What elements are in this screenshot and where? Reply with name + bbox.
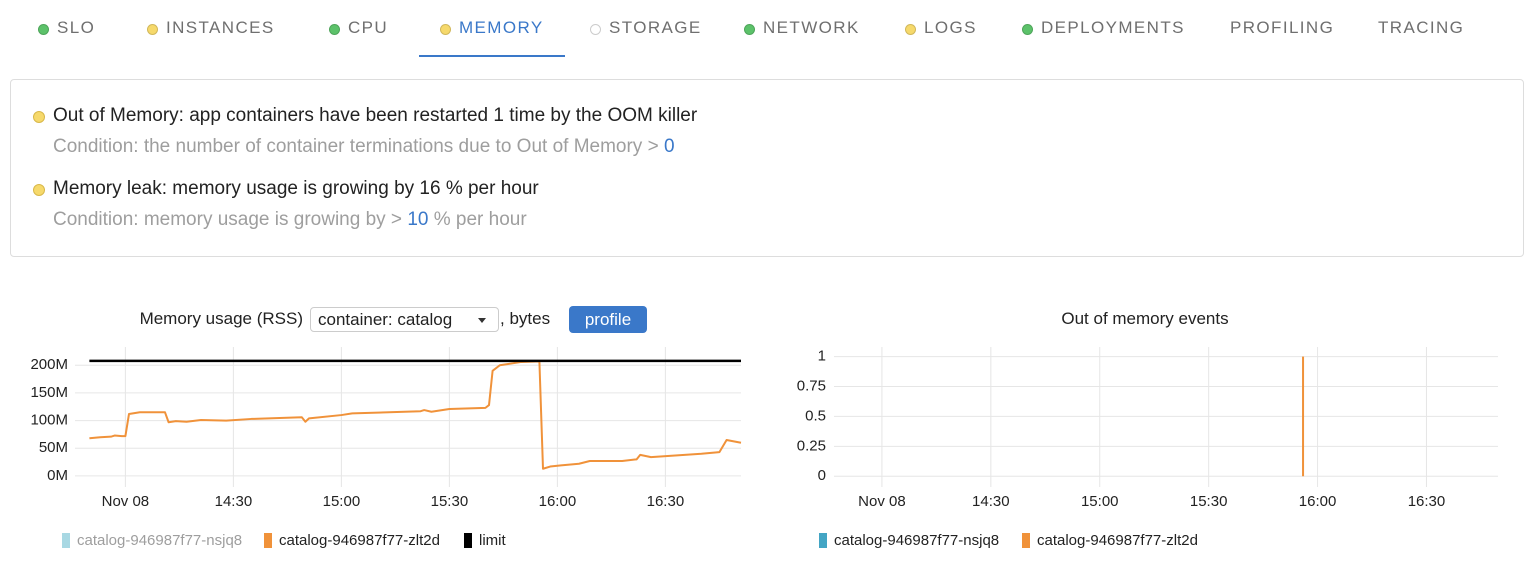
unit-label: , bytes — [500, 309, 551, 328]
status-dot — [33, 111, 45, 123]
y-tick-label: 0M — [47, 467, 68, 484]
tab[interactable]: MEMORY — [419, 18, 565, 57]
legend-swatch — [1022, 533, 1030, 548]
y-tick-label: 200M — [30, 356, 68, 373]
x-tick-label: 15:30 — [1190, 493, 1228, 510]
tab[interactable]: SLO — [38, 18, 95, 57]
legend-label: catalog-946987f77-zlt2d — [279, 532, 440, 549]
legend-swatch — [464, 533, 472, 548]
tab-label: MEMORY — [459, 18, 544, 37]
tab[interactable]: DEPLOYMENTS — [1022, 18, 1185, 57]
legend-swatch — [264, 533, 272, 548]
x-tick-label: 16:30 — [1408, 493, 1446, 510]
tab-label: STORAGE — [609, 18, 702, 37]
y-tick-label: 0.75 — [797, 377, 826, 394]
y-tick-label: 50M — [39, 439, 68, 456]
legend-label: catalog-946987f77-nsjq8 — [77, 532, 242, 549]
tab-label: CPU — [348, 18, 389, 37]
status-dot — [147, 24, 158, 35]
status-dot — [38, 24, 49, 35]
alert-title: Out of Memory: app containers have been … — [53, 105, 697, 127]
tab-label: LOGS — [924, 18, 977, 37]
tab-label: DEPLOYMENTS — [1041, 18, 1185, 37]
tab[interactable]: CPU — [329, 18, 388, 57]
x-tick-label: 15:30 — [431, 493, 469, 510]
tab[interactable]: NETWORK — [744, 18, 860, 57]
status-dot — [590, 24, 601, 35]
tab[interactable]: TRACING — [1378, 18, 1464, 57]
tab-label: INSTANCES — [166, 18, 275, 37]
x-tick-label: 16:00 — [1299, 493, 1337, 510]
status-dot — [744, 24, 755, 35]
x-tick-label: 14:30 — [972, 493, 1010, 510]
y-tick-label: 0 — [818, 467, 826, 484]
status-dot — [33, 184, 45, 196]
alert-text: Out of Memory: app containers have been … — [53, 105, 698, 126]
x-tick-label: 15:00 — [1081, 493, 1119, 510]
condition-unit: % per hour — [428, 209, 527, 230]
chart-title: Memory usage (RSS) — [139, 309, 303, 328]
legend-label: limit — [479, 532, 506, 549]
tab-label: SLO — [57, 18, 96, 37]
y-tick-label: 0.5 — [805, 407, 826, 424]
status-dot — [905, 24, 916, 35]
chart-title: Out of memory events — [1061, 309, 1229, 328]
x-tick-label: Nov 08 — [858, 493, 906, 510]
tab-label: PROFILING — [1230, 18, 1335, 37]
x-tick-label: Nov 08 — [102, 493, 150, 510]
alert-panel: Out of Memory: app containers have been … — [10, 79, 1524, 257]
alert-text: Memory leak: memory usage is growing by … — [53, 178, 539, 199]
y-tick-label: 150M — [30, 384, 68, 401]
line — [89, 360, 742, 470]
x-tick-label: 16:30 — [647, 493, 685, 510]
alert-condition: Condition: the number of container termi… — [53, 136, 675, 158]
tab[interactable]: LOGS — [905, 18, 977, 57]
tab[interactable]: PROFILING — [1230, 18, 1334, 57]
y-tick-label: 0.25 — [797, 437, 826, 454]
legend-label: catalog-946987f77-zlt2d — [1037, 532, 1198, 549]
bar — [1302, 356, 1305, 477]
legend-swatch — [819, 533, 827, 548]
status-dot — [1022, 24, 1033, 35]
y-tick-label: 1 — [818, 348, 826, 365]
tab[interactable]: INSTANCES — [147, 18, 275, 57]
x-tick-label: 14:30 — [215, 493, 253, 510]
threshold: 0 — [663, 136, 675, 157]
status-dot — [329, 24, 340, 35]
y-tick-label: 100M — [30, 412, 68, 429]
legend-label: catalog-946987f77-nsjq8 — [834, 532, 999, 549]
alert-condition: Condition: memory usage is growing by > … — [53, 209, 527, 231]
container-select[interactable]: container: catalog — [310, 307, 499, 332]
condition-text: Condition: the number of container termi… — [53, 136, 664, 157]
status-dot — [440, 24, 451, 35]
tab[interactable]: STORAGE — [590, 18, 702, 57]
profile-button[interactable]: profile — [569, 306, 647, 333]
tab-label: NETWORK — [763, 18, 860, 37]
alert-title: Memory leak: memory usage is growing by … — [53, 178, 539, 200]
condition-text: Condition: memory usage is growing by > — [53, 209, 408, 230]
tab-label: TRACING — [1378, 18, 1465, 37]
x-tick-label: 15:00 — [323, 493, 361, 510]
threshold: 10 — [407, 209, 429, 230]
legend-swatch — [62, 533, 70, 548]
x-tick-label: 16:00 — [539, 493, 577, 510]
